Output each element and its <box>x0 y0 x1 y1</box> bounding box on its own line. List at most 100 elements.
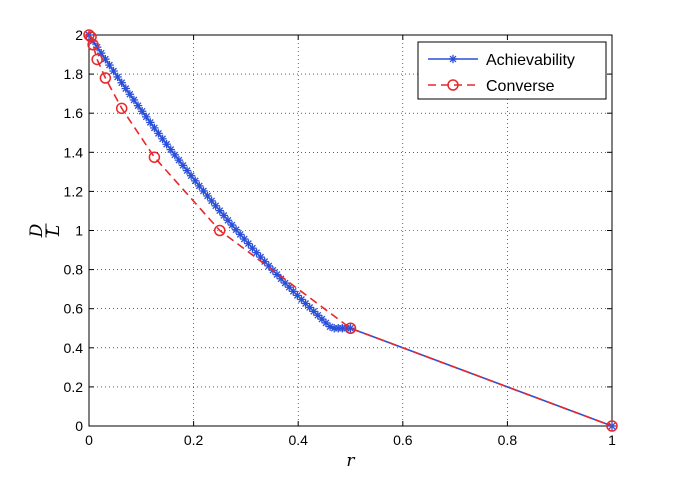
data-point-achievability-stroke <box>114 73 122 81</box>
data-point-converse <box>99 72 112 84</box>
y-tick-label: 1.8 <box>64 66 84 82</box>
data-point-achievability-stroke <box>122 85 130 92</box>
data-point-achievability <box>182 166 192 175</box>
data-point-achievability <box>199 186 208 196</box>
data-point-achievability-stroke <box>138 107 146 115</box>
series-layer <box>83 29 618 432</box>
data-point-converse <box>214 224 226 237</box>
data-point-achievability-stroke <box>220 212 228 219</box>
data-point-achievability-stroke <box>318 315 326 323</box>
data-point-achievability <box>137 107 147 116</box>
data-point-converse <box>85 31 97 43</box>
legend-item-achievability: Achievability <box>428 52 575 69</box>
data-point-achievability <box>186 171 196 180</box>
data-point-achievability <box>346 324 355 333</box>
data-point-achievability-stroke <box>183 167 191 175</box>
x-tick-label: 0.4 <box>288 432 308 448</box>
y-tick-label: 1.4 <box>64 144 84 160</box>
data-point-achievability-stroke <box>134 102 142 110</box>
axis-labels: r D L <box>27 223 355 471</box>
data-point-achievability <box>166 145 175 154</box>
data-point-achievability-stroke <box>310 307 318 315</box>
data-point-achievability-stroke <box>146 118 154 126</box>
data-point-achievability <box>264 261 274 271</box>
data-point-achievability <box>248 243 257 253</box>
data-point-achievability-stroke <box>175 156 183 164</box>
data-point-achievability-stroke <box>118 79 126 87</box>
data-point-achievability <box>280 278 290 288</box>
data-point-achievability <box>146 118 155 127</box>
data-point-achievability <box>125 90 135 99</box>
data-point-converse <box>344 322 357 334</box>
y-tick-label: 1 <box>75 223 83 239</box>
data-point-achievability-stroke <box>200 187 207 195</box>
data-point-achievability <box>121 84 130 93</box>
data-point-achievability-stroke <box>224 216 232 224</box>
data-point-achievability <box>158 134 167 144</box>
data-point-achievability <box>162 140 171 149</box>
data-point-achievability-stroke <box>253 249 260 257</box>
data-point-achievability-stroke <box>285 283 293 291</box>
data-point-achievability-stroke <box>298 296 305 303</box>
data-point-achievability <box>117 78 126 87</box>
data-point-achievability-stroke <box>265 262 273 270</box>
data-point-achievability-stroke <box>126 90 134 98</box>
y-tick-label: 0.6 <box>64 301 84 317</box>
data-point-achievability-stroke <box>106 61 113 69</box>
data-point-achievability <box>154 129 163 138</box>
data-point-achievability-stroke <box>195 182 203 190</box>
legend: Achievability Converse <box>417 41 607 100</box>
data-point-converse <box>91 53 103 66</box>
data-point-achievability-stroke <box>142 113 150 121</box>
legend-marker <box>447 79 459 91</box>
series-converse <box>83 29 618 432</box>
data-point-achievability-stroke <box>150 124 158 132</box>
data-point-achievability <box>227 220 237 230</box>
data-point-achievability <box>105 60 114 70</box>
legend-items: Achievability Converse <box>428 52 575 95</box>
data-point-achievability-stroke <box>110 67 117 75</box>
data-point-converse <box>148 151 161 163</box>
legend-label: Converse <box>486 78 555 95</box>
data-point-achievability <box>170 150 180 160</box>
data-point-achievability-stroke <box>167 146 175 153</box>
x-tick-label: 0 <box>85 432 93 448</box>
x-tick-label: 0.8 <box>498 432 518 448</box>
data-point-achievability-stroke <box>314 311 322 319</box>
ticks: 0 0.2 0.4 0.6 0.8 1 0 0.2 0.4 0.6 0.8 1 1.2 1.4 1.6 1.8… <box>64 27 617 448</box>
data-point-converse <box>83 29 95 41</box>
y-tick-label: 1.6 <box>64 105 84 121</box>
series-line-converse <box>88 34 613 427</box>
x-axis-label: r <box>346 451 355 471</box>
legend-item-converse: Converse <box>428 78 555 95</box>
x-tick-label: 0.2 <box>184 432 204 448</box>
data-point-achievability-stroke <box>322 319 330 327</box>
data-point-converse <box>606 420 618 432</box>
data-point-achievability <box>129 95 139 105</box>
data-point-achievability-stroke <box>179 161 187 169</box>
x-tick-label: 1 <box>608 432 616 448</box>
data-point-achievability-stroke <box>273 271 281 278</box>
y-tick-label: 0 <box>75 418 83 434</box>
y-axis-label-denominator: L <box>44 225 64 237</box>
data-point-achievability-stroke <box>306 304 314 311</box>
data-point-achievability-stroke <box>236 230 244 238</box>
data-point-achievability <box>142 112 151 122</box>
data-point-achievability-stroke <box>155 129 162 137</box>
legend-marker <box>448 54 458 64</box>
data-point-achievability-stroke <box>293 291 301 299</box>
data-point-achievability-stroke <box>191 177 199 185</box>
legend-marker-stroke <box>449 55 457 63</box>
y-tick-label: 1.2 <box>64 183 84 199</box>
data-point-achievability-stroke <box>204 192 211 200</box>
data-point-achievability <box>178 161 188 170</box>
y-tick-label: 0.8 <box>64 262 84 278</box>
data-point-achievability-stroke <box>171 151 179 159</box>
legend-box <box>417 41 607 100</box>
data-point-achievability <box>174 155 184 165</box>
data-point-achievability <box>133 101 143 110</box>
data-point-achievability-stroke <box>326 323 334 331</box>
data-point-achievability-stroke <box>281 279 289 287</box>
data-point-achievability <box>150 123 159 133</box>
